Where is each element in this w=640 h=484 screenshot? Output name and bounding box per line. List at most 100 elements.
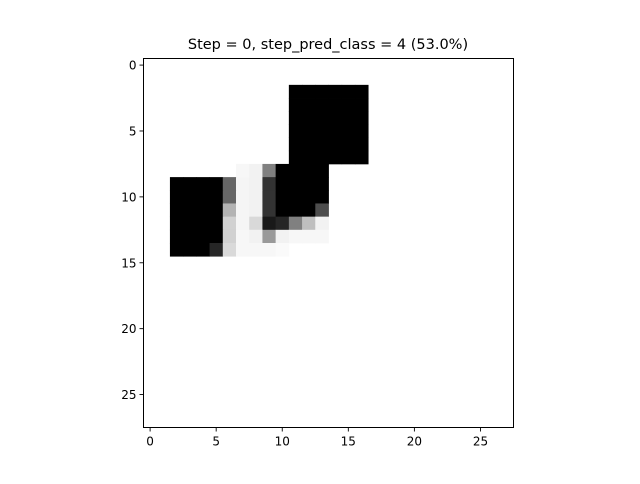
image-cell	[354, 150, 369, 165]
image-cell	[275, 190, 290, 204]
y-tick-label: 20	[121, 322, 136, 336]
image-cell	[275, 243, 290, 257]
image-cell	[288, 137, 303, 152]
image-cell	[302, 137, 316, 152]
image-cell	[209, 229, 224, 244]
image-cell	[341, 111, 356, 125]
image-cell	[341, 150, 356, 165]
image-cell	[196, 229, 210, 244]
image-cell	[262, 177, 277, 191]
image-cell	[275, 216, 290, 231]
image-cell	[249, 190, 263, 204]
image-cell	[222, 177, 237, 191]
image-cell	[209, 190, 224, 204]
image-cell	[288, 111, 303, 125]
image-cell	[262, 190, 277, 204]
image-cell	[169, 203, 184, 218]
image-cell	[341, 98, 356, 112]
image-cell	[354, 111, 369, 125]
image-cell	[354, 137, 369, 152]
x-tick-label: 25	[473, 435, 488, 449]
image-cell	[354, 84, 369, 99]
image-cell	[209, 203, 224, 218]
image-cell	[341, 124, 356, 138]
image-cell	[196, 177, 210, 191]
image-cell	[288, 163, 303, 178]
image-cell	[315, 98, 329, 112]
image-cell	[302, 177, 316, 191]
image-cell	[222, 243, 237, 257]
image-cell	[288, 190, 303, 204]
image-cell	[183, 216, 197, 231]
image-cell	[315, 190, 329, 204]
image-cell	[315, 150, 329, 165]
image-cell	[196, 190, 210, 204]
image-cell	[236, 190, 250, 204]
y-tick-label: 0	[129, 59, 137, 73]
image-cell	[262, 163, 277, 178]
image-cell	[302, 190, 316, 204]
image-cell	[169, 229, 184, 244]
image-cell	[209, 216, 224, 231]
image-cell	[209, 243, 224, 257]
image-cell	[315, 163, 329, 178]
image-cell	[222, 203, 237, 218]
image-cell	[302, 84, 316, 99]
image-cell	[262, 243, 277, 257]
image-cell	[236, 203, 250, 218]
image-cell	[302, 203, 316, 218]
y-tick-label: 10	[121, 190, 136, 204]
image-cell	[183, 229, 197, 244]
image-cell	[302, 163, 316, 178]
image-cell	[288, 98, 303, 112]
image-cell	[262, 216, 277, 231]
image-cell	[183, 203, 197, 218]
image-cell	[236, 216, 250, 231]
image-cell	[302, 229, 316, 244]
image-cell	[262, 229, 277, 244]
image-cell	[288, 203, 303, 218]
image-cell	[341, 84, 356, 99]
image-cell	[236, 243, 250, 257]
image-cell	[262, 203, 277, 218]
image-cell	[169, 216, 184, 231]
image-cell	[341, 137, 356, 152]
image-cell	[249, 203, 263, 218]
image-cell	[249, 163, 263, 178]
image-cell	[183, 177, 197, 191]
image-cell	[288, 124, 303, 138]
x-tick-label: 10	[275, 435, 290, 449]
image-cell	[275, 229, 290, 244]
image-cell	[302, 150, 316, 165]
image-cell	[315, 203, 329, 218]
image-cell	[354, 98, 369, 112]
image-cell	[328, 111, 343, 125]
image-cell	[275, 203, 290, 218]
axes-frame	[143, 58, 514, 428]
x-tick-label: 15	[341, 435, 356, 449]
x-tick-label: 5	[212, 435, 220, 449]
image-cell	[288, 216, 303, 231]
x-tick-label: 20	[407, 435, 422, 449]
image-cell	[315, 111, 329, 125]
y-tick-label: 15	[121, 256, 136, 270]
x-axis: 0 5 10 15 20 25	[146, 427, 488, 449]
image-cell	[236, 177, 250, 191]
image-cell	[354, 124, 369, 138]
image-cell	[236, 163, 250, 178]
x-tick-label: 0	[146, 435, 154, 449]
y-tick-label: 25	[121, 388, 136, 402]
chart-title: Step = 0, step_pred_class = 4 (53.0%)	[188, 37, 468, 53]
image-cell	[328, 137, 343, 152]
image-cell	[183, 243, 197, 257]
image-cell	[302, 111, 316, 125]
image-cell	[302, 216, 316, 231]
image-cell	[288, 177, 303, 191]
image-cell	[315, 216, 329, 231]
image-cell	[302, 98, 316, 112]
image-cell	[288, 84, 303, 99]
image-cell	[315, 177, 329, 191]
image-cell	[183, 190, 197, 204]
